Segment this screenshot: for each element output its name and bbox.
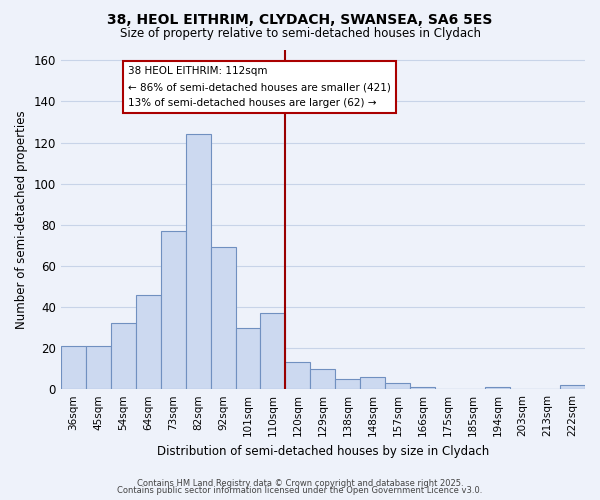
Bar xyxy=(111,324,136,389)
Bar xyxy=(385,383,410,389)
Bar xyxy=(136,294,161,389)
Text: Size of property relative to semi-detached houses in Clydach: Size of property relative to semi-detach… xyxy=(119,28,481,40)
Bar xyxy=(485,387,510,389)
Text: 38, HEOL EITHRIM, CLYDACH, SWANSEA, SA6 5ES: 38, HEOL EITHRIM, CLYDACH, SWANSEA, SA6 … xyxy=(107,12,493,26)
Text: 38 HEOL EITHRIM: 112sqm
← 86% of semi-detached houses are smaller (421)
13% of s: 38 HEOL EITHRIM: 112sqm ← 86% of semi-de… xyxy=(128,66,391,108)
Bar xyxy=(335,379,361,389)
Bar xyxy=(310,368,335,389)
Bar xyxy=(211,248,236,389)
Bar xyxy=(560,385,585,389)
Bar xyxy=(161,231,185,389)
Bar xyxy=(286,362,310,389)
X-axis label: Distribution of semi-detached houses by size in Clydach: Distribution of semi-detached houses by … xyxy=(157,444,489,458)
Bar xyxy=(410,387,435,389)
Bar xyxy=(236,328,260,389)
Bar xyxy=(361,377,385,389)
Bar xyxy=(86,346,111,389)
Bar xyxy=(61,346,86,389)
Text: Contains public sector information licensed under the Open Government Licence v3: Contains public sector information licen… xyxy=(118,486,482,495)
Bar xyxy=(260,313,286,389)
Y-axis label: Number of semi-detached properties: Number of semi-detached properties xyxy=(15,110,28,329)
Bar xyxy=(185,134,211,389)
Text: Contains HM Land Registry data © Crown copyright and database right 2025.: Contains HM Land Registry data © Crown c… xyxy=(137,478,463,488)
